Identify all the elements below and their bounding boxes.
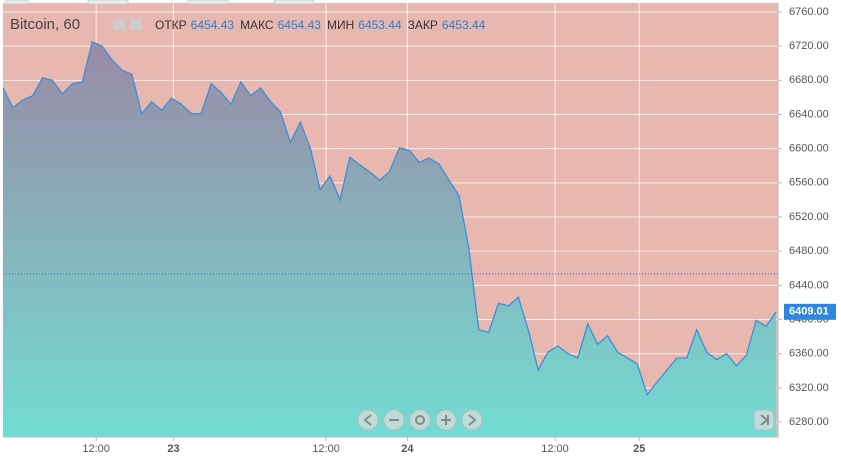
toolbar-button[interactable]	[87, 0, 129, 5]
eye-icon[interactable]	[113, 19, 125, 30]
last-price-label: 6409.01	[789, 306, 829, 318]
reset-icon	[415, 415, 425, 425]
y-tick-label: 6280.00	[789, 416, 829, 428]
y-tick-label: 6440.00	[789, 279, 829, 291]
y-tick-label: 6600.00	[789, 143, 829, 155]
settings-icon[interactable]	[130, 19, 142, 30]
toolbar	[5, 0, 315, 5]
scroll-right-button[interactable]	[461, 409, 483, 431]
ohlc-label: МАКС	[240, 18, 274, 32]
toolbar-button[interactable]	[187, 0, 229, 5]
toolbar-button[interactable]	[273, 0, 315, 5]
x-tick-label: 12:00	[312, 443, 340, 455]
scroll-to-end-button[interactable]	[753, 409, 775, 431]
y-tick-label: 6480.00	[789, 245, 829, 257]
y-tick-label: 6520.00	[789, 211, 829, 223]
ohlc-label: ЗАКР	[408, 18, 438, 32]
ohlc-value: 6453.44	[442, 18, 486, 32]
price-line	[2, 40, 777, 397]
scroll-left-button[interactable]	[357, 409, 379, 431]
ohlc-label: МИН	[327, 18, 354, 32]
y-tick-label: 6720.00	[789, 40, 829, 52]
y-tick-label: 6760.00	[789, 6, 829, 18]
x-tick-label: 24	[401, 443, 414, 455]
ohlc-label: ОТКР	[155, 18, 187, 32]
y-tick-label: 6680.00	[789, 74, 829, 86]
y-tick-label: 6640.00	[789, 108, 829, 120]
toolbar-button[interactable]	[5, 0, 29, 5]
y-tick-label: 6560.00	[789, 177, 829, 189]
navigation-controls	[357, 409, 775, 431]
y-tick-label: 6320.00	[789, 382, 829, 394]
chart-title: Bitcoin, 60	[10, 16, 80, 33]
legend: Bitcoin, 60 ОТКР 6454.43 МАКС 6454.43 МИН 645…	[10, 16, 486, 33]
x-tick-label: 23	[167, 443, 179, 455]
last-price-box	[784, 303, 836, 320]
x-tick-label: 25	[633, 443, 645, 455]
x-tick-label: 12:00	[82, 443, 110, 455]
ohlc-value: 6454.43	[191, 18, 235, 32]
ohlc-value: 6454.43	[278, 18, 322, 32]
control-icons	[363, 414, 769, 426]
area-fill	[3, 41, 777, 438]
reset-button[interactable]	[409, 409, 431, 431]
y-tick-label: 6360.00	[789, 348, 829, 360]
x-tick-label: 12:00	[541, 443, 569, 455]
ohlc-value: 6453.44	[358, 18, 402, 32]
